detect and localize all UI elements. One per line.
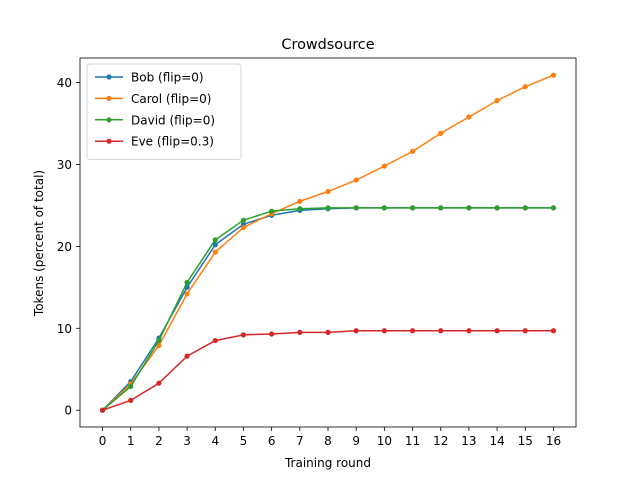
series-3-point (325, 329, 331, 335)
series-2-point (494, 205, 500, 211)
y-axis-label: Tokens (percent of total) (32, 170, 46, 317)
legend-label: Eve (flip=0.3) (131, 135, 214, 149)
legend: Bob (flip=0) Carol (flip=0) David (flip=0)… (86, 63, 242, 160)
series-1-point (240, 224, 247, 231)
series-3-point (438, 328, 444, 334)
legend-label: Bob (flip=0) (131, 71, 204, 85)
x-tick-label: 2 (155, 434, 163, 448)
x-tick-label: 16 (546, 434, 561, 448)
x-tick-label: 11 (405, 434, 420, 448)
series-1-point (381, 163, 387, 169)
series-3-point (184, 353, 190, 359)
series-2-point (550, 205, 557, 211)
chart-title: Crowdsource (281, 37, 374, 53)
series-3-point (409, 328, 416, 334)
x-tick-label: 10 (377, 434, 392, 448)
series-3-point (353, 328, 359, 334)
series-3-point (269, 331, 275, 337)
series-1-point (212, 249, 218, 255)
y-tick-label: 10 (57, 322, 72, 336)
series-2-point (184, 279, 190, 286)
series-3-point (494, 328, 500, 334)
series-1-point (494, 97, 500, 104)
series-2-point (522, 205, 528, 211)
series-2-point (269, 208, 275, 214)
x-tick-label: 13 (461, 434, 476, 448)
series-3-point (550, 328, 557, 334)
legend-swatch-marker (106, 138, 112, 144)
x-tick-label: 4 (211, 434, 219, 448)
x-tick-label: 9 (352, 434, 360, 448)
series-1-point (353, 177, 359, 183)
series-2-point (353, 205, 359, 211)
series-2-point (466, 205, 472, 211)
x-tick-label: 14 (489, 434, 504, 448)
series-0-point (212, 242, 218, 248)
series-3-point (297, 329, 303, 335)
series-3-point (212, 337, 218, 344)
x-tick-label: 15 (518, 434, 533, 448)
series-2-point (409, 205, 416, 211)
x-tick-label: 1 (127, 434, 135, 448)
series-1-point (325, 188, 331, 195)
series-3-point (240, 332, 247, 338)
legend-box (86, 63, 242, 160)
series-1-point (409, 148, 416, 154)
x-tick-label: 8 (324, 434, 332, 448)
y-tick-label: 30 (57, 158, 72, 172)
series-2-point (156, 337, 162, 344)
x-tick-label: 6 (268, 434, 276, 448)
x-tick-label: 5 (240, 434, 248, 448)
x-tick-label: 0 (99, 434, 107, 448)
y-tick-label: 0 (64, 404, 72, 418)
series-1-point (156, 342, 162, 349)
series-3-point (99, 407, 106, 413)
legend-swatch-marker (106, 95, 112, 101)
series-2-point (438, 205, 444, 211)
x-tick-label: 7 (296, 434, 304, 448)
series-2-point (128, 383, 134, 390)
series-1-point (297, 198, 303, 204)
series-2-point (240, 217, 247, 223)
series-3-point (381, 328, 387, 334)
legend-label: David (flip=0) (131, 113, 215, 127)
series-1-point (550, 72, 557, 78)
x-tick-label: 12 (433, 434, 448, 448)
series-3-point (128, 397, 134, 403)
y-tick-label: 20 (57, 240, 72, 254)
series-2-point (297, 206, 303, 212)
legend-swatch-marker (106, 74, 112, 80)
x-tick-label: 3 (183, 434, 191, 448)
series-2-point (212, 237, 218, 243)
series-1-point (438, 130, 444, 136)
series-2-point (381, 205, 387, 211)
series-3-point (156, 380, 162, 386)
series-1-point (522, 84, 528, 90)
series-3-point (522, 328, 528, 334)
legend-label: Carol (flip=0) (131, 92, 211, 106)
series-1-point (184, 291, 190, 297)
y-tick-label: 40 (57, 76, 72, 90)
series-2-point (325, 205, 331, 211)
x-axis-label: Training round (284, 456, 371, 470)
series-1-point (466, 114, 472, 120)
legend-swatch-marker (106, 117, 112, 123)
series-3-point (466, 328, 472, 334)
axes-frame (79, 57, 577, 428)
